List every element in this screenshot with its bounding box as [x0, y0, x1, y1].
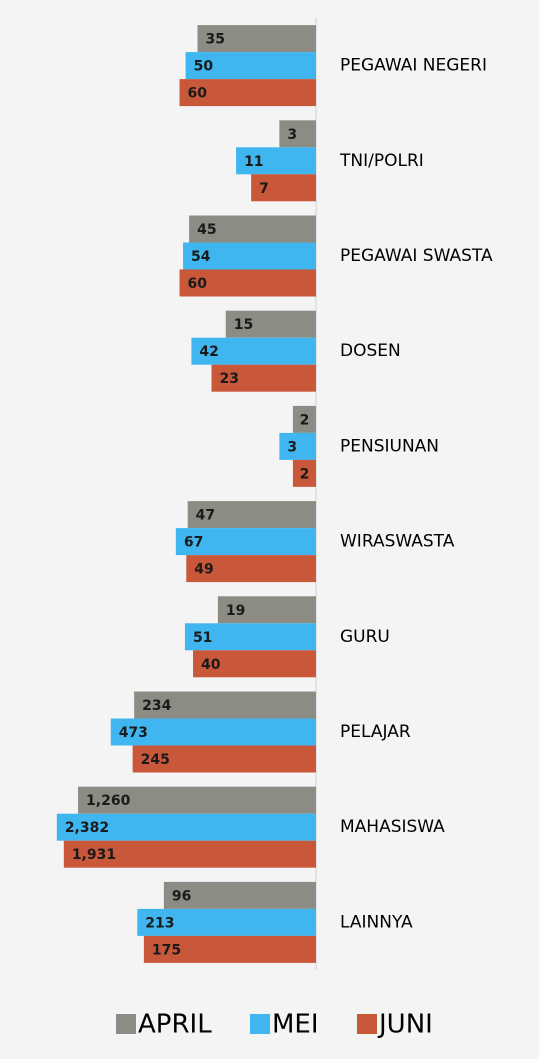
legend-swatch	[116, 1014, 136, 1034]
value-label: 54	[191, 249, 211, 265]
bar	[186, 555, 316, 583]
bar	[179, 79, 316, 107]
bar	[187, 501, 316, 529]
bar	[225, 310, 316, 338]
value-label: 60	[188, 86, 208, 102]
bar	[183, 242, 316, 270]
value-label: 213	[145, 915, 174, 931]
bar	[134, 691, 316, 719]
legend-label: MEI	[272, 1010, 319, 1040]
value-label: 234	[142, 698, 171, 714]
value-label: 40	[201, 657, 221, 673]
category-label: LAINNYA	[340, 912, 413, 932]
bar	[191, 337, 316, 365]
value-label: 67	[184, 535, 203, 551]
value-label: 51	[193, 630, 212, 646]
category-label: PEGAWAI NEGERI	[340, 56, 487, 76]
value-label: 3	[287, 439, 297, 455]
legend-label: APRIL	[138, 1010, 212, 1040]
category-label: DOSEN	[340, 341, 401, 361]
category-label: MAHASISWA	[340, 817, 445, 837]
bar	[217, 596, 316, 624]
category-label: TNI/POLRI	[339, 151, 424, 171]
value-label: 23	[219, 371, 238, 387]
category-label: GURU	[340, 627, 390, 647]
value-label: 2	[300, 412, 310, 428]
bar	[185, 52, 316, 80]
legend-label: JUNI	[377, 1010, 433, 1040]
value-label: 19	[226, 603, 245, 619]
value-label: 1,260	[86, 793, 131, 809]
value-label: 11	[244, 154, 263, 170]
category-label: PENSIUNAN	[340, 436, 439, 456]
value-label: 35	[205, 32, 224, 48]
category-label: PEGAWAI SWASTA	[340, 246, 493, 266]
bar	[143, 935, 316, 963]
bar	[132, 745, 316, 773]
value-label: 2	[300, 466, 310, 482]
bar	[251, 174, 316, 202]
value-label: 49	[194, 562, 213, 578]
bar	[78, 786, 316, 814]
bar	[279, 120, 316, 148]
legend-swatch	[250, 1014, 270, 1034]
value-label: 50	[194, 59, 214, 75]
value-label: 1,931	[72, 847, 116, 863]
value-label: 245	[141, 752, 170, 768]
value-label: 42	[199, 344, 218, 360]
legend-swatch	[357, 1014, 377, 1034]
value-label: 96	[172, 888, 191, 904]
category-label: PELAJAR	[340, 722, 411, 742]
value-label: 15	[234, 317, 253, 333]
bar	[175, 528, 316, 556]
bar	[63, 840, 317, 868]
bar	[279, 432, 316, 460]
value-label: 47	[196, 508, 215, 524]
value-label: 2,382	[65, 820, 109, 836]
bar	[56, 813, 316, 841]
bar	[110, 718, 316, 746]
value-label: 7	[259, 181, 269, 197]
bar	[292, 405, 316, 433]
category-label: WIRASWASTA	[340, 532, 455, 552]
bar	[184, 623, 316, 651]
bar	[292, 459, 316, 487]
bar	[211, 364, 316, 392]
bar	[193, 650, 316, 678]
bar	[179, 269, 316, 297]
bar	[236, 147, 316, 175]
value-label: 45	[197, 222, 216, 238]
value-label: 473	[119, 725, 148, 741]
value-label: 60	[188, 276, 208, 292]
bar	[163, 881, 316, 909]
bar	[189, 215, 316, 243]
value-label: 3	[287, 127, 297, 143]
value-label: 175	[152, 942, 181, 958]
bar	[137, 908, 316, 936]
bar	[197, 25, 316, 53]
